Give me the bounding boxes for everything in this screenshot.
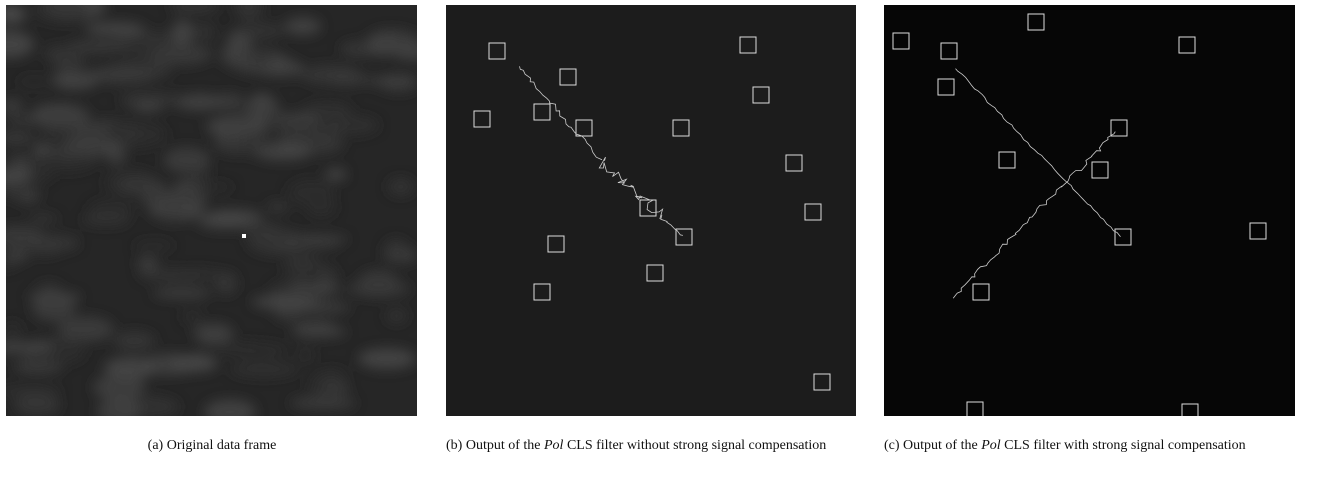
cloud xyxy=(36,283,62,292)
cloud xyxy=(183,308,203,324)
cloud xyxy=(153,288,212,298)
cloud xyxy=(386,309,407,323)
cloud xyxy=(307,373,346,397)
cloud xyxy=(85,22,145,36)
cloud xyxy=(34,104,77,114)
caption-text: CLS filter without strong signal compens… xyxy=(567,438,826,453)
cloud xyxy=(141,353,198,375)
cloud xyxy=(284,253,322,278)
cloud xyxy=(323,116,378,135)
cloud xyxy=(284,18,321,35)
cloud xyxy=(53,73,98,89)
cloud xyxy=(306,198,335,217)
cloud xyxy=(219,342,288,358)
cloud xyxy=(18,77,51,86)
caption-italic: Pol xyxy=(981,438,1000,453)
cloud xyxy=(179,269,224,281)
cloud xyxy=(172,19,194,45)
cloud xyxy=(233,23,284,38)
caption-italic: Pol xyxy=(544,438,563,453)
filter-output-with-compensation xyxy=(884,5,1295,416)
cloud xyxy=(89,200,135,219)
cloud xyxy=(346,281,411,297)
cloud xyxy=(292,327,347,337)
cloud xyxy=(267,203,288,211)
cloud xyxy=(6,249,29,262)
caption-text: Output of the xyxy=(466,438,541,453)
cloud xyxy=(194,323,233,342)
cloud xyxy=(302,102,352,119)
caption-text: CLS filter with strong signal compensati… xyxy=(1004,438,1245,453)
figure-page: (a) Original data frame (b) Output of th… xyxy=(0,0,1324,481)
label: (b) xyxy=(446,438,462,453)
cloud xyxy=(358,348,416,369)
cloud xyxy=(252,57,269,69)
cloud xyxy=(297,345,315,364)
cloud xyxy=(133,102,163,111)
cloud xyxy=(154,210,189,219)
cloud xyxy=(241,104,282,115)
cloud xyxy=(290,397,356,410)
cloud xyxy=(13,394,60,415)
label: (a) xyxy=(148,438,164,453)
cloud xyxy=(301,65,362,84)
filter-output-without-compensation xyxy=(446,5,856,416)
cloud xyxy=(215,94,245,109)
cloud xyxy=(93,374,145,401)
cloud xyxy=(114,332,156,350)
cloud xyxy=(27,235,79,252)
caption-b: (b) Output of the Pol CLS filter without… xyxy=(446,436,858,455)
cloud xyxy=(388,178,414,196)
caption-text: Output of the xyxy=(903,438,978,453)
cloud xyxy=(6,115,49,124)
caption-a: (a) Original data frame xyxy=(6,436,418,455)
cloud xyxy=(64,128,109,154)
caption-text: Original data frame xyxy=(167,438,277,453)
cloud xyxy=(140,187,209,210)
cloud xyxy=(204,209,263,224)
cloud xyxy=(252,294,319,309)
cloud xyxy=(288,283,337,292)
cloud xyxy=(193,22,216,43)
cloud xyxy=(28,215,57,223)
cloud xyxy=(206,115,267,138)
cloud xyxy=(134,241,175,251)
cloud xyxy=(384,239,408,261)
cloud xyxy=(239,222,282,236)
cloud xyxy=(104,60,172,80)
cloud xyxy=(359,77,417,85)
cloud xyxy=(325,168,346,180)
cloud xyxy=(32,294,76,321)
cloud xyxy=(230,362,299,378)
cloud xyxy=(212,135,276,154)
cloud xyxy=(65,40,130,52)
original-frame xyxy=(6,5,417,416)
cloud xyxy=(366,29,417,54)
cloud xyxy=(54,52,87,73)
label: (c) xyxy=(884,438,900,453)
cloud xyxy=(146,44,212,65)
cloud xyxy=(164,147,210,173)
caption-c: (c) Output of the Pol CLS filter with st… xyxy=(884,436,1314,455)
